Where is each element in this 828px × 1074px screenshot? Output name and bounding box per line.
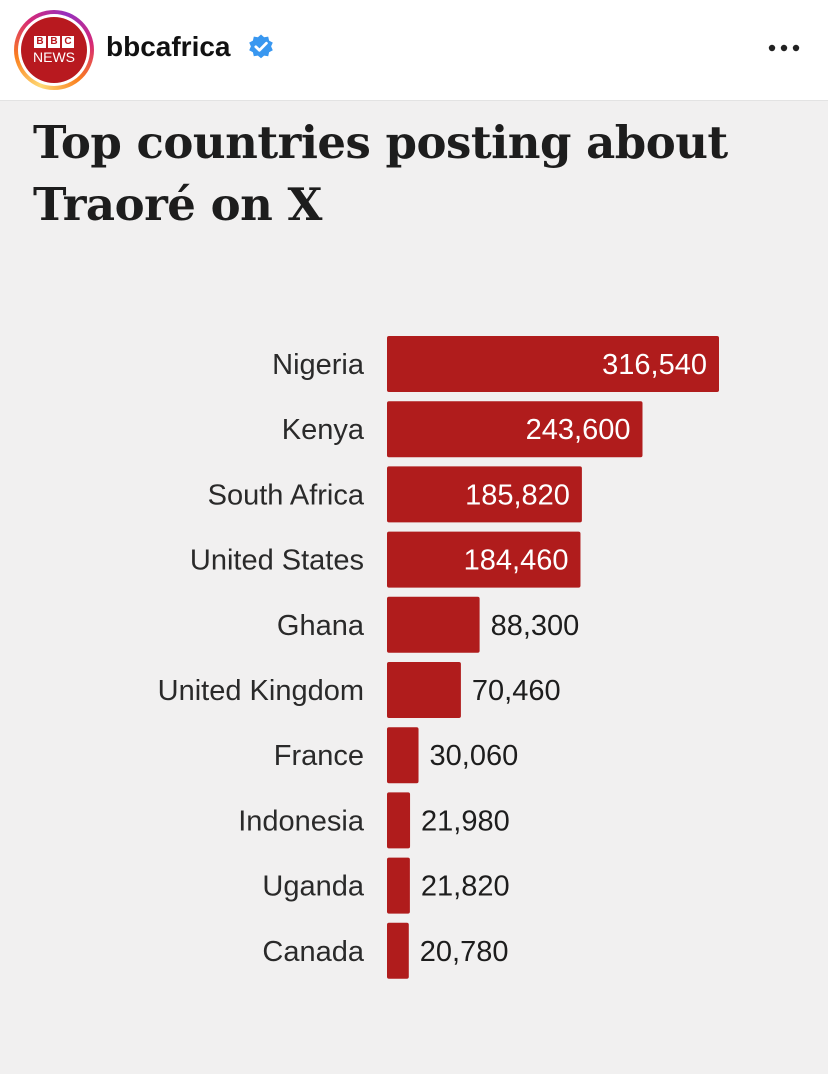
category-label: Nigeria bbox=[272, 349, 365, 381]
verified-check-mark bbox=[254, 41, 268, 52]
bbc-logo-letter: B bbox=[48, 36, 60, 48]
more-dot bbox=[768, 44, 776, 52]
bar-canada bbox=[387, 922, 409, 979]
bbc-news-wordmark: NEWS bbox=[33, 49, 75, 65]
bar-ghana bbox=[387, 596, 480, 653]
category-label: Canada bbox=[262, 936, 364, 968]
chart-title: Top countries posting about Traoré on X bbox=[33, 116, 728, 231]
value-label: 21,820 bbox=[421, 871, 510, 903]
bbc-logo-letter: B bbox=[34, 36, 46, 48]
value-label: 70,460 bbox=[472, 675, 561, 707]
bbc-logo: B B C bbox=[34, 36, 74, 48]
post-header: B B C NEWS bbcafrica bbox=[0, 0, 828, 101]
bar-chart: Nigeria 316,540 Kenya 243,600 South Africa 18… bbox=[158, 336, 719, 979]
value-label: 88,300 bbox=[491, 610, 580, 642]
value-label: 185,820 bbox=[465, 479, 570, 511]
username[interactable]: bbcafrica bbox=[106, 31, 231, 62]
bar-uganda bbox=[387, 857, 410, 914]
bar-indonesia bbox=[387, 792, 411, 849]
value-label: 30,060 bbox=[430, 740, 519, 772]
value-label: 316,540 bbox=[602, 349, 707, 381]
more-dot bbox=[792, 44, 800, 52]
category-label: United States bbox=[190, 545, 364, 577]
category-label: Indonesia bbox=[238, 805, 365, 837]
value-label: 243,600 bbox=[526, 414, 631, 446]
more-options-icon[interactable] bbox=[766, 38, 802, 58]
value-label: 184,460 bbox=[464, 545, 569, 577]
bar-south-africa bbox=[387, 466, 582, 523]
bbc-logo-letter: C bbox=[62, 36, 74, 48]
value-label: 20,780 bbox=[420, 936, 509, 968]
bar-nigeria bbox=[387, 336, 719, 392]
category-label: Ghana bbox=[277, 610, 365, 642]
category-label: France bbox=[274, 740, 364, 772]
category-label: South Africa bbox=[208, 479, 365, 511]
value-label: 21,980 bbox=[421, 805, 510, 837]
bar-united-states bbox=[387, 531, 581, 588]
category-label: United Kingdom bbox=[158, 675, 364, 707]
bar-united-kingdom bbox=[387, 662, 461, 718]
avatar[interactable]: B B C NEWS bbox=[21, 17, 87, 83]
story-ring[interactable]: B B C NEWS bbox=[14, 10, 94, 90]
more-dot bbox=[780, 44, 788, 52]
verified-badge-icon bbox=[249, 34, 273, 59]
bar-kenya bbox=[387, 401, 643, 458]
verified-badge-shape bbox=[249, 34, 273, 59]
category-label: Kenya bbox=[282, 414, 365, 446]
bar-france bbox=[387, 727, 419, 784]
category-label: Uganda bbox=[262, 871, 364, 903]
